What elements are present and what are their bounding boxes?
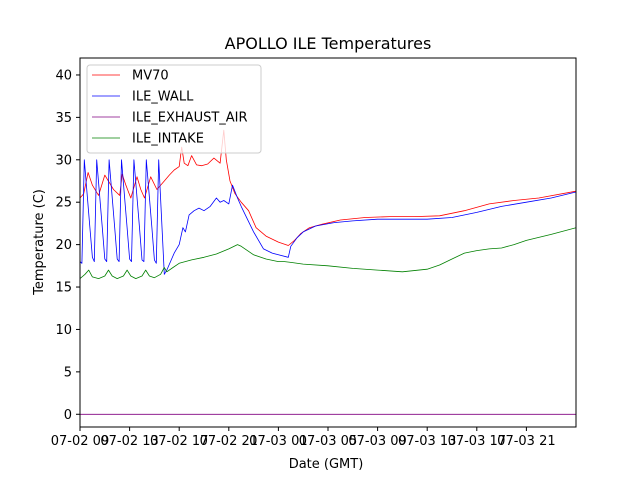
y-tick-label: 15 (55, 281, 72, 296)
y-tick-label: 0 (64, 408, 72, 423)
legend-label-ile-exhaust-air: ILE_EXHAUST_AIR (132, 111, 248, 126)
y-tick-label: 5 (64, 365, 72, 380)
x-tick-label: 07-03 05 (299, 434, 357, 449)
x-tick-label: 07-03 21 (497, 434, 555, 449)
x-tick-label: 07-02 09 (51, 434, 109, 449)
x-tick-label: 07-02 21 (200, 434, 258, 449)
series-line-ile-wall (80, 159, 576, 275)
x-tick-label: 07-03 09 (348, 434, 406, 449)
y-tick-label: 35 (55, 111, 72, 126)
legend-label-mv70: MV70 (132, 69, 169, 84)
x-tick-label: 07-03 13 (398, 434, 456, 449)
chart-title: APOLLO ILE Temperatures (225, 34, 432, 53)
legend: MV70 ILE_WALL ILE_EXHAUST_AIR ILE_INTAKE (86, 64, 262, 154)
y-tick-label: 25 (55, 196, 72, 211)
y-axis: 0 5 10 15 20 25 30 35 40 (55, 68, 80, 423)
x-tick-label: 07-03 01 (249, 434, 307, 449)
x-tick-label: 07-03 17 (448, 434, 506, 449)
legend-label-ile-wall: ILE_WALL (132, 90, 194, 105)
y-tick-label: 10 (55, 323, 72, 338)
y-tick-label: 30 (55, 153, 72, 168)
y-tick-label: 20 (55, 238, 72, 253)
y-tick-label: 40 (55, 68, 72, 83)
series-line-ile-intake (80, 227, 576, 280)
legend-box (86, 64, 262, 154)
x-axis-label: Date (GMT) (289, 457, 364, 472)
series-line-mv70 (80, 129, 576, 246)
x-tick-label: 07-02 13 (100, 434, 158, 449)
legend-items: MV70 ILE_WALL ILE_EXHAUST_AIR ILE_INTAKE (92, 69, 248, 147)
y-axis-label: Temperature (C) (32, 189, 47, 296)
series-layer (80, 129, 576, 415)
legend-label-ile-intake: ILE_INTAKE (132, 132, 204, 147)
x-tick-label: 07-02 17 (150, 434, 208, 449)
